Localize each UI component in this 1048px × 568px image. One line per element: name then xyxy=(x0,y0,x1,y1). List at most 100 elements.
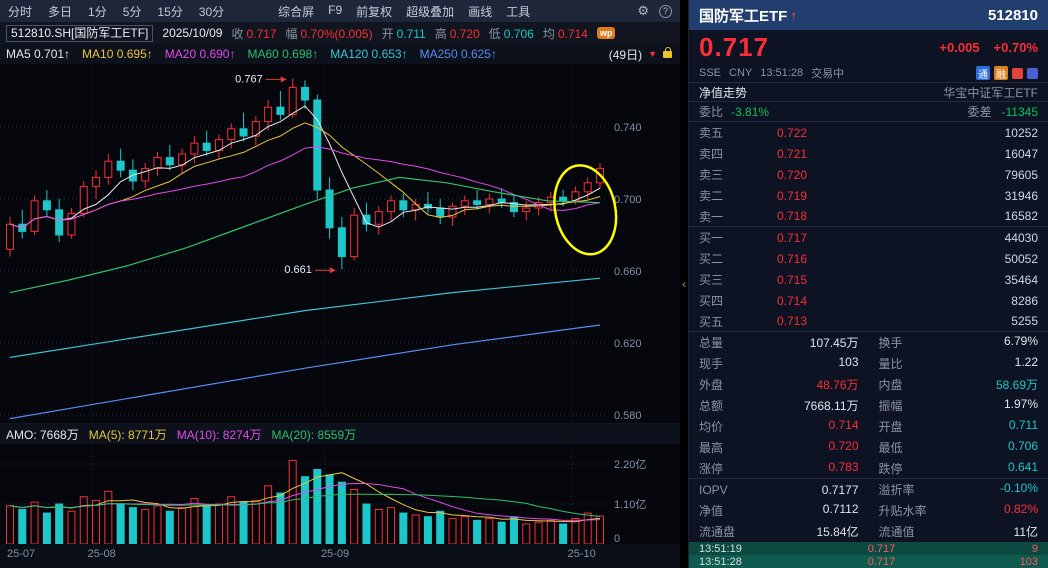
tool-button-2[interactable]: 前复权 xyxy=(356,4,393,19)
price-change: +0.005 xyxy=(939,39,980,55)
book-price: 0.713 xyxy=(777,314,808,328)
amo-item-3: MA(20): 8559万 xyxy=(271,427,357,442)
book-price: 0.721 xyxy=(777,146,808,161)
ohlc-value-5: 0.714 xyxy=(557,26,588,41)
stat-label: 总量 xyxy=(699,336,724,350)
ask-row-4[interactable]: 卖四 0.721 16047 xyxy=(689,143,1048,164)
book-level-label: 买五 xyxy=(699,314,724,329)
badge-通[interactable]: 通 xyxy=(976,66,990,81)
ask-row-2[interactable]: 卖二 0.719 31946 xyxy=(689,185,1048,206)
tool-button-1[interactable]: F9 xyxy=(328,2,343,17)
book-level-label: 买三 xyxy=(699,273,724,287)
currency-label: CNY xyxy=(729,67,753,79)
blue-square-icon[interactable] xyxy=(1027,67,1038,79)
stat-value: -0.10% xyxy=(999,481,1038,495)
tool-button-5[interactable]: 工具 xyxy=(506,4,531,19)
ohlc-field-0: 收 0.717 xyxy=(231,25,276,42)
period-button-2[interactable]: 1分 xyxy=(88,4,107,19)
price-chart[interactable]: 0.740 0.700 0.660 0.620 0.580 0.767 0.661 xyxy=(0,64,680,424)
candlestick-chart[interactable]: 0.740 0.700 0.660 0.620 0.580 0.767 0.661 xyxy=(0,64,680,424)
svg-text:0.767: 0.767 xyxy=(235,73,263,85)
tool-button-4[interactable]: 画线 xyxy=(468,4,493,19)
ask-row-1[interactable]: 卖一 0.718 16582 xyxy=(689,206,1048,227)
book-price: 0.722 xyxy=(777,125,808,140)
bid-row-5[interactable]: 买五 0.713 5255 xyxy=(689,311,1048,332)
stat-value: 0.720 xyxy=(828,439,859,453)
period-button-3[interactable]: 5分 xyxy=(122,4,142,19)
badge-融[interactable]: 融 xyxy=(994,66,1008,81)
bid-row-2[interactable]: 买二 0.716 50052 xyxy=(689,248,1048,269)
nav-trend-link[interactable]: 净值走势 xyxy=(699,85,748,100)
instrument-header: 国防军工ETF ↑ 512810 xyxy=(689,0,1048,30)
ma-row-controls: (49日) ▼ xyxy=(609,46,674,63)
stat-cell: 开盘 0.711 xyxy=(879,418,1039,435)
weicha-value: -11345 xyxy=(1001,104,1038,119)
svg-text:2.20亿: 2.20亿 xyxy=(614,458,646,471)
ma-indicator-bar: MA5 0.701↑ MA10 0.695↑ MA20 0.690↑ MA60 0.6… xyxy=(0,44,680,64)
tick-row-0: 13:51:19 0.717 9 xyxy=(689,542,1048,555)
exchange-label: SSE xyxy=(699,67,722,79)
weicha-label: 委差 xyxy=(967,105,992,119)
market-status-row: SSE CNY 13:51:28 交易中 通融 xyxy=(689,64,1048,82)
instrument-code: 512810 xyxy=(987,6,1038,24)
ask-row-5[interactable]: 卖五 0.722 10252 xyxy=(689,122,1048,143)
x-axis-label-1: 25-08 xyxy=(87,548,116,560)
volume-chart[interactable]: 2.20亿 1.10亿 0 xyxy=(0,444,680,544)
period-button-1[interactable]: 多日 xyxy=(48,4,73,19)
svg-text:0.700: 0.700 xyxy=(614,194,642,206)
fund-full-name: 华宝中证军工ETF xyxy=(943,85,1038,100)
amo-item-1: MA(5): 8771万 xyxy=(88,427,167,442)
stat-value: 0.714 xyxy=(828,418,859,432)
gear-icon[interactable]: ⚙ xyxy=(637,3,649,18)
period-button-4[interactable]: 15分 xyxy=(157,4,183,19)
red-square-icon[interactable] xyxy=(1012,67,1023,79)
bid-row-4[interactable]: 买四 0.714 8286 xyxy=(689,290,1048,311)
tool-button-3[interactable]: 超级叠加 xyxy=(406,4,455,19)
ask-row-3[interactable]: 卖三 0.720 79605 xyxy=(689,164,1048,185)
nav-row: 净值走势 华宝中证军工ETF xyxy=(689,82,1048,102)
book-volume: 5255 xyxy=(1011,314,1038,328)
stat-row-9: 流通盘 15.84亿 流通值 11亿 xyxy=(689,521,1048,542)
range-dropdown-icon[interactable]: ▼ xyxy=(648,49,657,59)
stat-label: 内盘 xyxy=(878,378,903,392)
tick-row-1: 13:51:28 0.717 103 xyxy=(689,555,1048,568)
time-axis: 25-07 25-08 25-09 25-10 xyxy=(0,544,680,568)
lock-icon[interactable] xyxy=(663,46,672,58)
ohlc-label-0: 收 xyxy=(231,26,244,41)
symbol-box[interactable]: 512810.SH[国防军工ETF] xyxy=(6,24,154,42)
stat-value: 0.711 xyxy=(1008,418,1038,432)
help-icon[interactable]: ? xyxy=(659,4,672,18)
stat-value: 1.22 xyxy=(1014,355,1038,369)
panel-collapse-handle[interactable]: ‹ xyxy=(680,0,688,568)
stat-cell: 振幅 1.97% xyxy=(879,397,1039,414)
tool-button-0[interactable]: 综合屏 xyxy=(278,4,315,19)
stat-label: 净值 xyxy=(699,504,724,518)
tick-qty: 103 xyxy=(1019,555,1038,568)
price-change-percent: +0.70% xyxy=(993,39,1038,55)
ohlc-value-0: 0.717 xyxy=(246,26,277,41)
stat-label: 流通值 xyxy=(878,525,915,539)
stat-label: 均价 xyxy=(699,420,724,434)
chart-date: 2025/10/09 xyxy=(162,26,223,40)
stat-value: 103 xyxy=(838,355,859,369)
ma-item-0: MA5 0.701↑ xyxy=(6,47,71,61)
x-axis-label-2: 25-09 xyxy=(320,548,350,560)
book-price: 0.719 xyxy=(777,188,808,203)
stat-cell: 流通盘 15.84亿 xyxy=(699,523,859,540)
volume-bars-chart[interactable]: 2.20亿 1.10亿 0 xyxy=(0,444,680,544)
ohlc-label-1: 幅 xyxy=(285,26,298,41)
bid-row-3[interactable]: 买三 0.715 35464 xyxy=(689,269,1048,290)
book-volume: 16047 xyxy=(1004,146,1038,161)
instrument-badges: 通融 xyxy=(976,66,1038,81)
ma-item-3: MA60 0.698↑ xyxy=(247,47,319,61)
period-button-0[interactable]: 分时 xyxy=(8,4,33,19)
svg-text:0.580: 0.580 xyxy=(614,410,642,422)
wp-badge-icon: wp xyxy=(596,27,616,39)
book-level-label: 卖一 xyxy=(699,209,724,224)
ohlc-label-2: 开 xyxy=(381,26,394,41)
bid-row-1[interactable]: 买一 0.717 44030 xyxy=(689,227,1048,248)
ma-item-2: MA20 0.690↑ xyxy=(164,47,236,61)
period-button-5[interactable]: 30分 xyxy=(198,4,225,19)
book-price: 0.714 xyxy=(777,293,808,308)
stat-row-3: 总额 7668.11万 振幅 1.97% xyxy=(689,395,1048,416)
